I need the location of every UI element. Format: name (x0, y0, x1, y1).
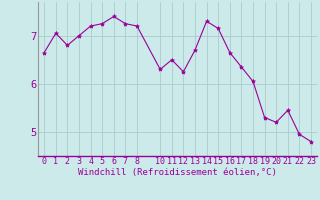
X-axis label: Windchill (Refroidissement éolien,°C): Windchill (Refroidissement éolien,°C) (78, 168, 277, 177)
